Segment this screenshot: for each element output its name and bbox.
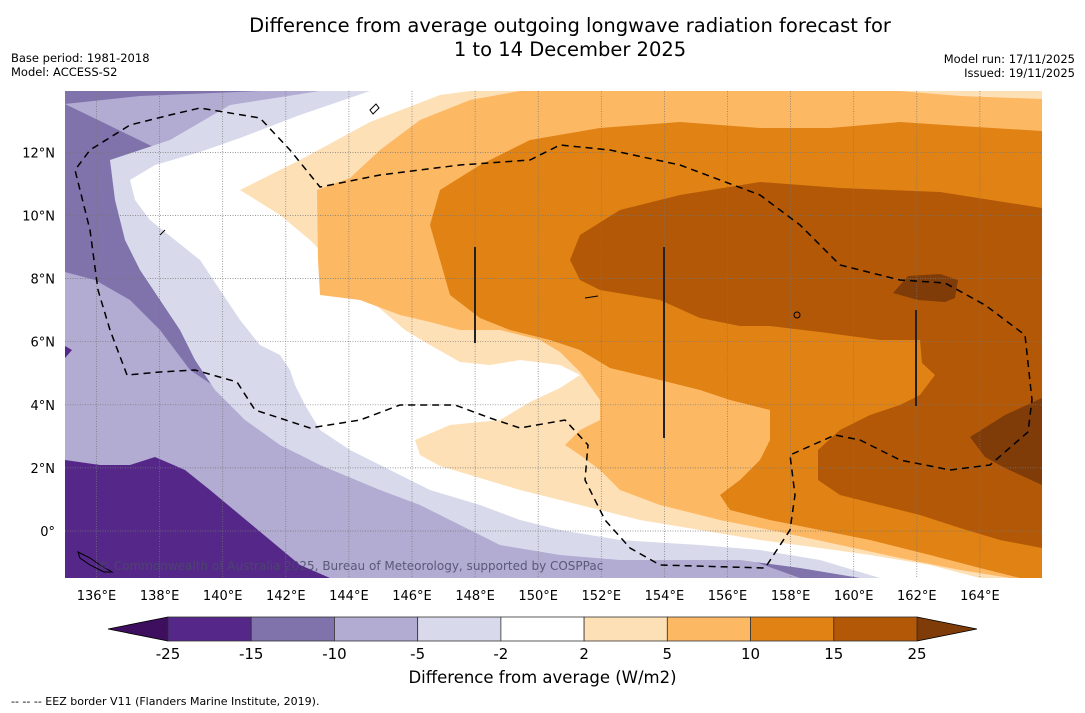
model-name: Model: ACCESS-S2 — [11, 65, 118, 79]
title-line-2: 1 to 14 December 2025 — [453, 38, 687, 61]
colorbar-segment — [750, 616, 835, 642]
colorbar-segment — [417, 616, 502, 642]
lat-tick-label: 10°N — [22, 210, 55, 225]
lon-tick-label: 160°E — [834, 589, 874, 604]
band-above-25-east — [970, 398, 1042, 485]
eez-legend-note: -- -- -- EEZ border V11 (Flanders Marine… — [11, 695, 320, 708]
island — [793, 311, 801, 319]
title-line-1: Difference from average outgoing longwav… — [249, 14, 891, 37]
colorbar-segment — [833, 616, 918, 642]
chart-title: Difference from average outgoing longwav… — [0, 14, 1085, 62]
lon-tick-label: 142°E — [266, 589, 306, 604]
lon-tick-labels: 136°E 138°E 140°E 142°E 144°E 146°E 148°E 150°E… — [77, 589, 1000, 604]
lon-tick-label: 158°E — [771, 589, 811, 604]
band--25--15-sliver — [65, 346, 72, 358]
island — [77, 551, 114, 573]
issued-date: Issued: 19/11/2025 — [964, 66, 1075, 80]
island — [584, 295, 599, 299]
colorbar-tick-label: -25 — [156, 645, 181, 663]
colorbar-tick-label: 2 — [579, 645, 589, 663]
lon-tick-label: 140°E — [203, 589, 243, 604]
colorbar-tick-label: 5 — [663, 645, 673, 663]
lon-tick-label: 144°E — [329, 589, 369, 604]
eez-border-north — [74, 107, 1033, 569]
colorbar-tick-label: -2 — [493, 645, 508, 663]
colorbar-label: Difference from average (W/m2) — [408, 668, 677, 687]
lon-tick-label: 154°E — [645, 589, 685, 604]
lon-tick-label: 156°E — [708, 589, 748, 604]
model-run: Model run: 17/11/2025 — [943, 52, 1075, 66]
lat-tick-label: 0° — [40, 525, 55, 540]
colorbar-segment — [167, 616, 252, 642]
lon-tick-label: 136°E — [77, 589, 117, 604]
colorbar-tick-label: 25 — [907, 645, 926, 663]
anomaly-field: © Commonwealth of Australia 2025, Bureau… — [65, 91, 1042, 578]
colorbar-segment — [250, 616, 335, 642]
lon-tick-label: 150°E — [518, 589, 558, 604]
colorbar-tick-label: -10 — [322, 645, 347, 663]
colorbar-segment — [334, 616, 419, 642]
colorbar-tick-label: 10 — [741, 645, 760, 663]
colorbar-segment — [583, 616, 668, 642]
band--25--15 — [65, 457, 330, 578]
band-15-25 — [570, 182, 1042, 548]
lat-tick-label: 4°N — [31, 399, 56, 414]
gridlines — [65, 91, 1042, 578]
copyright-text: © Commonwealth of Australia 2025, Bureau… — [98, 559, 603, 573]
colorbar-extend-low — [107, 616, 169, 642]
lon-tick-label: 164°E — [960, 589, 1000, 604]
metadata-right: Model run: 17/11/2025 Issued: 19/11/2025 — [944, 52, 1075, 80]
colorbar-segment — [500, 616, 585, 642]
island — [159, 229, 166, 236]
lat-tick-label: 8°N — [31, 273, 56, 288]
base-period: Base period: 1981-2018 — [11, 51, 150, 65]
colorbar-tick-label: 15 — [824, 645, 843, 663]
lon-tick-label: 138°E — [140, 589, 180, 604]
colorbar: -25 -15 -10 -5 -2 2 5 10 15 25 — [107, 616, 978, 663]
lon-tick-label: 146°E — [392, 589, 432, 604]
metadata-left: Base period: 1981-2018 Model: ACCESS-S2 — [11, 51, 150, 79]
band-above-25-north — [893, 274, 958, 302]
colorbar-tick-label: -15 — [239, 645, 264, 663]
islands — [77, 103, 801, 573]
lat-tick-label: 2°N — [31, 462, 56, 477]
lat-tick-label: 6°N — [31, 336, 56, 351]
lon-tick-label: 162°E — [897, 589, 937, 604]
colorbar-tick-label: -5 — [410, 645, 425, 663]
island — [369, 103, 380, 115]
lat-tick-label: 12°N — [22, 146, 55, 161]
lat-tick-labels: 12°N 10°N 8°N 6°N 4°N 2°N 0° — [22, 146, 55, 540]
lon-tick-label: 152°E — [582, 589, 622, 604]
lon-tick-label: 148°E — [455, 589, 495, 604]
colorbar-segment — [666, 616, 751, 642]
colorbar-extend-high — [916, 616, 978, 642]
